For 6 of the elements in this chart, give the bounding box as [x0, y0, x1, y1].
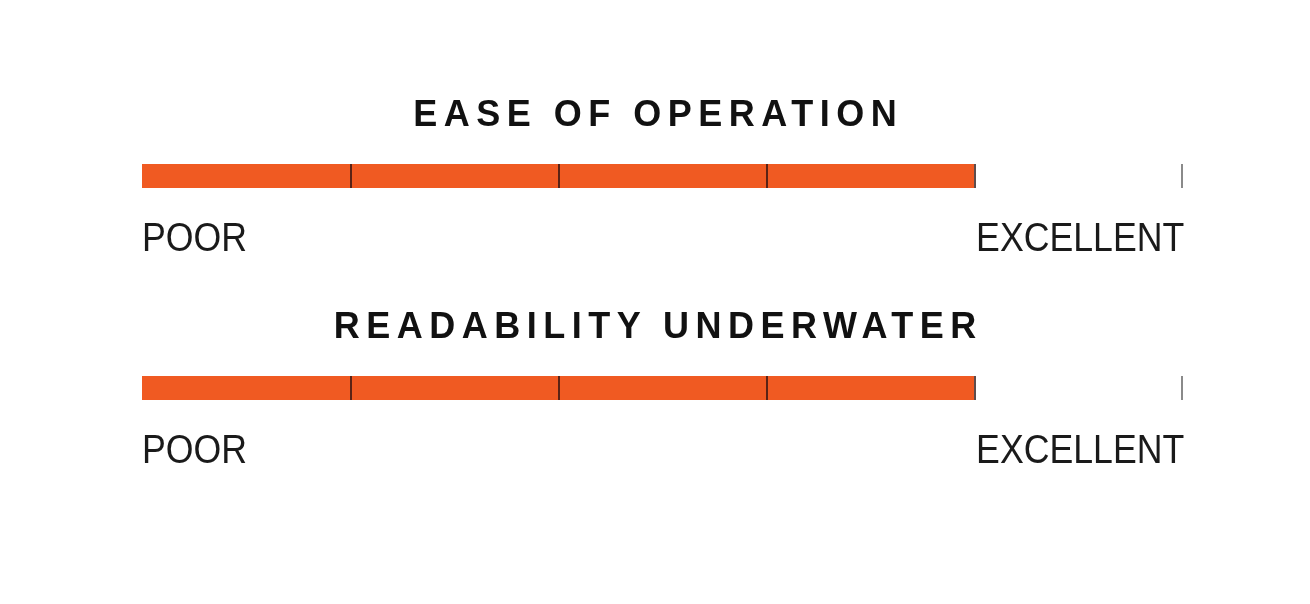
text: EXCELLENT: [975, 213, 1184, 262]
chart-title: READABILITY UNDERWATER: [332, 304, 984, 348]
chart-title: EASE OF OPERATION: [412, 92, 905, 136]
text: POOR: [142, 213, 248, 262]
text: POOR: [142, 425, 248, 474]
text: EXCELLENT: [975, 425, 1184, 474]
